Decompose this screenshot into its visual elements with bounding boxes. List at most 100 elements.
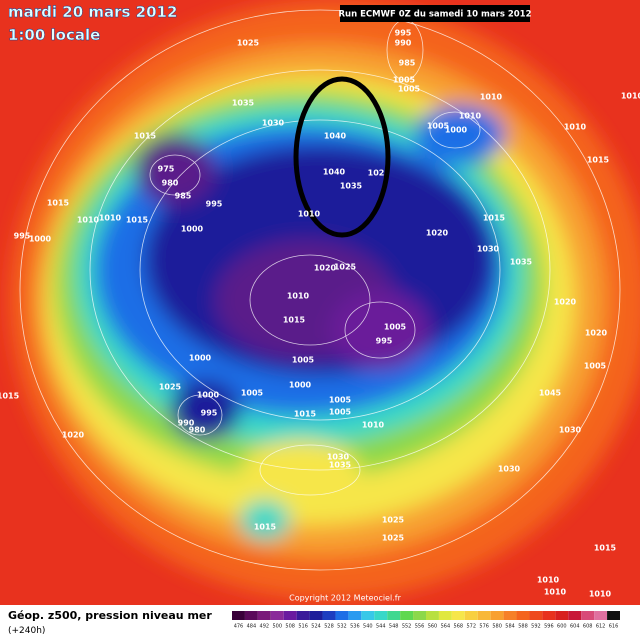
scale-label: 516 [298,624,308,630]
scale-swatch [283,611,297,620]
scale-label: 492 [260,624,270,630]
isobar-label: 1020 [314,264,337,273]
isobar-label: 102 [368,169,385,178]
isobar-label: 1005 [329,408,352,417]
isobar-label: 1025 [159,383,182,392]
scale-label: 484 [247,624,257,630]
isobar-label: 1010 [99,214,122,223]
scale-swatch [335,611,349,620]
isobar-label: 1020 [62,431,85,440]
isobar-label: 1030 [559,426,582,435]
scale-label: 524 [311,624,321,630]
isobar-label: 980 [162,179,179,188]
map-date: mardi 20 mars 2012 [8,3,177,21]
scale-label: 532 [337,624,347,630]
scale-swatch [257,611,271,620]
legend-title: Géop. z500, pression niveau mer [8,609,212,622]
isobar-label: 1005 [292,356,315,365]
isobar-label: 995 [206,200,223,209]
isobar-label: 1010 [564,123,587,132]
scale-label: 584 [505,624,515,630]
isobar-label: 975 [158,165,175,174]
scale-swatch [322,611,336,620]
scale-swatch [464,611,478,620]
scale-swatch [361,611,375,620]
scale-swatch [270,611,284,620]
isobar-label: 1030 [477,245,500,254]
isobar-label: 990 [178,419,195,428]
isobar-label: 1010 [544,588,567,597]
isobar-label: 1015 [587,156,610,165]
isobar-label: 1010 [287,292,310,301]
isobar-label: 1015 [483,214,506,223]
run-box [340,5,530,22]
color-scale: 476 484 492 500 508 516 524 528 532 536 540 544 548 5… [232,611,620,630]
isobar-label: 1010 [537,576,560,585]
copyright: Copyright 2012 Meteociel.fr [289,594,401,603]
isobar-label: 1005 [384,323,407,332]
isobar-label: 995 [201,409,218,418]
isobar-label: 1015 [134,132,157,141]
isobar-label: 1020 [585,329,608,338]
isobar-label: 1045 [539,389,562,398]
isobar-label: 1015 [126,216,149,225]
scale-label: 500 [272,624,282,630]
scale-label: 580 [492,624,502,630]
scale-label: 556 [415,624,425,630]
scale-swatch [568,611,582,620]
scale-swatch [400,611,414,620]
isobar-label: 1025 [237,39,260,48]
isobar-label: 1015 [254,523,277,532]
isobar-label: 1010 [621,92,640,101]
scale-swatch [555,611,569,620]
isobar-label: 1005 [393,76,416,85]
isobar-label: 1005 [398,85,421,94]
isobar-label: 1010 [480,93,503,102]
scale-label: 564 [441,624,451,630]
scale-swatch [309,611,323,620]
isobar-label: 1015 [0,392,20,401]
isobar-label: 1015 [294,410,317,419]
scale-label: 596 [544,624,554,630]
scale-swatch [542,611,556,620]
scale-swatch [374,611,388,620]
isobar-label: 1035 [340,182,363,191]
scale-label: 476 [234,624,244,630]
highlight-ellipse [293,76,391,238]
isobar-label: 1005 [241,389,264,398]
isobar-label: 995 [395,29,412,38]
scale-swatch [477,611,491,620]
isobar-label: 1035 [232,99,255,108]
scale-label: 616 [609,624,619,630]
scale-label: 544 [376,624,386,630]
run-label: Run ECMWF 0Z du samedi 10 mars 2012 [338,10,531,20]
scale-label: 612 [596,624,606,630]
isobar-label: 1010 [298,210,321,219]
isobar-label: 1005 [427,122,450,131]
scale-swatch [516,611,530,620]
isobar-label: 1015 [47,199,70,208]
scale-swatch [426,611,439,620]
scale-label: 536 [350,624,360,630]
scale-label: 604 [570,624,580,630]
isobar-label: 1025 [382,534,405,543]
scale-label: 600 [557,624,567,630]
isobar-label: 1000 [181,225,204,234]
scale-label: 576 [479,624,489,630]
scale-swatch [413,611,426,620]
isobar-label: 995 [14,232,31,241]
scale-swatch [451,611,465,620]
legend-subtitle: (+240h) [8,626,45,636]
scale-swatch [581,611,595,620]
isobar-label: 1005 [329,396,352,405]
map-time: 1:00 locale [8,26,100,44]
map-field [0,0,640,605]
isobar-label: 1030 [262,119,285,128]
isobar-label: 1030 [498,465,521,474]
scale-swatch [387,611,401,620]
isobar-label: 1000 [189,354,212,363]
scale-swatch [244,611,258,620]
isobar-label: 1010 [589,590,612,599]
scale-swatch [348,611,362,620]
